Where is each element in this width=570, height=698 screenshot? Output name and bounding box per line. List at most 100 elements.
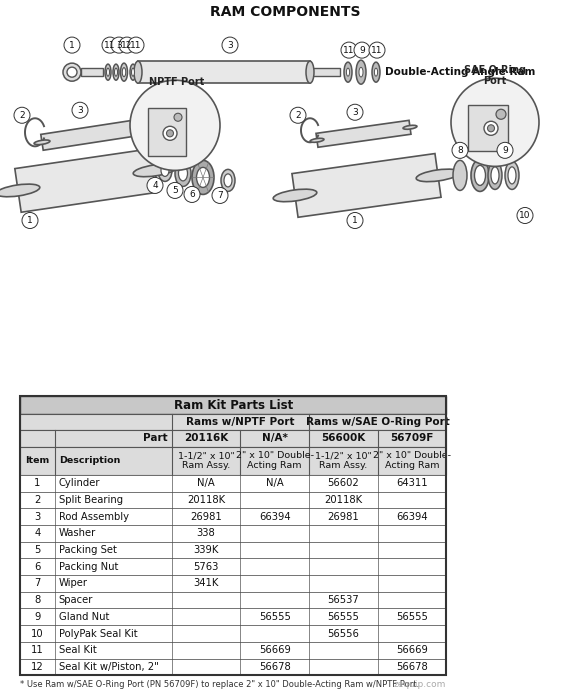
Text: 64311: 64311 (396, 478, 428, 488)
FancyBboxPatch shape (21, 609, 446, 625)
Text: 2" x 10" Double-
Acting Ram: 2" x 10" Double- Acting Ram (373, 451, 451, 470)
Text: 6: 6 (34, 562, 40, 572)
Text: 1: 1 (27, 216, 33, 225)
Ellipse shape (356, 60, 366, 84)
Circle shape (484, 121, 498, 135)
Text: 1-1/2" x 10"
Ram Assy.: 1-1/2" x 10" Ram Assy. (315, 451, 372, 470)
Text: Packing Nut: Packing Nut (59, 562, 118, 572)
Text: 11: 11 (131, 40, 142, 50)
Circle shape (166, 130, 173, 137)
Text: 2" x 10" Double-
Acting Ram: 2" x 10" Double- Acting Ram (235, 451, 314, 470)
Circle shape (496, 110, 506, 119)
Text: Washer: Washer (59, 528, 96, 538)
Polygon shape (292, 154, 441, 217)
Circle shape (167, 182, 183, 198)
Circle shape (451, 78, 539, 166)
Polygon shape (316, 120, 411, 147)
FancyBboxPatch shape (21, 508, 446, 525)
Ellipse shape (221, 170, 235, 191)
Text: 8: 8 (457, 146, 463, 155)
Ellipse shape (105, 64, 111, 80)
Ellipse shape (453, 161, 467, 191)
Text: 66394: 66394 (259, 512, 291, 521)
Ellipse shape (34, 140, 50, 144)
Text: 11: 11 (343, 45, 355, 54)
Text: Description: Description (59, 456, 120, 465)
Text: 4: 4 (34, 528, 40, 538)
FancyBboxPatch shape (21, 659, 446, 675)
Ellipse shape (132, 125, 148, 130)
FancyBboxPatch shape (21, 525, 446, 542)
Ellipse shape (273, 189, 317, 202)
Text: 12: 12 (121, 40, 133, 50)
Ellipse shape (158, 159, 172, 181)
Ellipse shape (113, 64, 119, 80)
Text: 4: 4 (152, 181, 158, 190)
Text: 339K: 339K (193, 545, 219, 555)
Ellipse shape (474, 165, 486, 186)
Text: 56678: 56678 (396, 662, 428, 672)
Text: 56669: 56669 (396, 645, 428, 655)
Text: Double-Acting Angle Ram: Double-Acting Angle Ram (385, 67, 535, 77)
Circle shape (290, 107, 306, 124)
Text: RAM COMPONENTS: RAM COMPONENTS (210, 5, 360, 19)
Circle shape (497, 142, 513, 158)
Ellipse shape (416, 169, 460, 181)
Circle shape (63, 63, 81, 81)
Text: SAE O-Ring
Port: SAE O-Ring Port (464, 65, 526, 86)
Text: N/A: N/A (266, 478, 283, 488)
Text: Ram Kit Parts List: Ram Kit Parts List (174, 399, 293, 412)
Text: 10: 10 (31, 628, 44, 639)
Circle shape (163, 126, 177, 140)
Ellipse shape (115, 68, 117, 76)
Text: 3: 3 (352, 107, 358, 117)
FancyBboxPatch shape (21, 558, 446, 575)
Circle shape (452, 142, 468, 158)
FancyBboxPatch shape (21, 491, 446, 508)
Text: 1: 1 (34, 478, 40, 488)
Text: 1: 1 (352, 216, 358, 225)
Circle shape (67, 67, 77, 77)
Text: 10: 10 (519, 211, 531, 220)
Ellipse shape (372, 62, 380, 82)
Text: Seal Kit w/Piston, 2": Seal Kit w/Piston, 2" (59, 662, 158, 672)
Ellipse shape (161, 164, 169, 177)
Circle shape (72, 102, 88, 118)
Text: NPTF Port: NPTF Port (149, 77, 205, 87)
Text: N/A: N/A (197, 478, 215, 488)
Text: 56709F: 56709F (390, 433, 434, 443)
FancyBboxPatch shape (21, 625, 446, 642)
Text: 11: 11 (371, 45, 382, 54)
Text: 3: 3 (116, 40, 122, 50)
Text: Seal Kit: Seal Kit (59, 645, 96, 655)
Circle shape (222, 37, 238, 53)
Text: 56555: 56555 (327, 612, 359, 622)
Ellipse shape (197, 168, 210, 188)
Circle shape (64, 37, 80, 53)
Text: 20118K: 20118K (324, 495, 363, 505)
Text: Split Bearing: Split Bearing (59, 495, 123, 505)
Ellipse shape (471, 159, 489, 191)
Text: Rams w/NPTF Port: Rams w/NPTF Port (186, 417, 295, 427)
Text: 1-1/2" x 10"
Ram Assy.: 1-1/2" x 10" Ram Assy. (178, 451, 234, 470)
FancyBboxPatch shape (21, 642, 446, 659)
Text: 56678: 56678 (259, 662, 291, 672)
Text: 5: 5 (172, 186, 178, 195)
Ellipse shape (374, 68, 377, 76)
Ellipse shape (175, 161, 191, 186)
Ellipse shape (491, 167, 499, 184)
Circle shape (119, 37, 135, 53)
Text: 11: 11 (31, 645, 44, 655)
FancyBboxPatch shape (21, 396, 446, 414)
Text: 6: 6 (189, 190, 195, 199)
Text: Part: Part (143, 433, 168, 443)
Text: 56555: 56555 (396, 612, 428, 622)
FancyBboxPatch shape (21, 542, 446, 558)
Text: zequip.com: zequip.com (394, 681, 446, 690)
FancyBboxPatch shape (81, 68, 103, 76)
Circle shape (354, 42, 370, 58)
Circle shape (212, 188, 228, 203)
Ellipse shape (0, 184, 40, 197)
Text: Rams w/SAE O-Ring Port: Rams w/SAE O-Ring Port (306, 417, 450, 427)
Text: 338: 338 (197, 528, 215, 538)
